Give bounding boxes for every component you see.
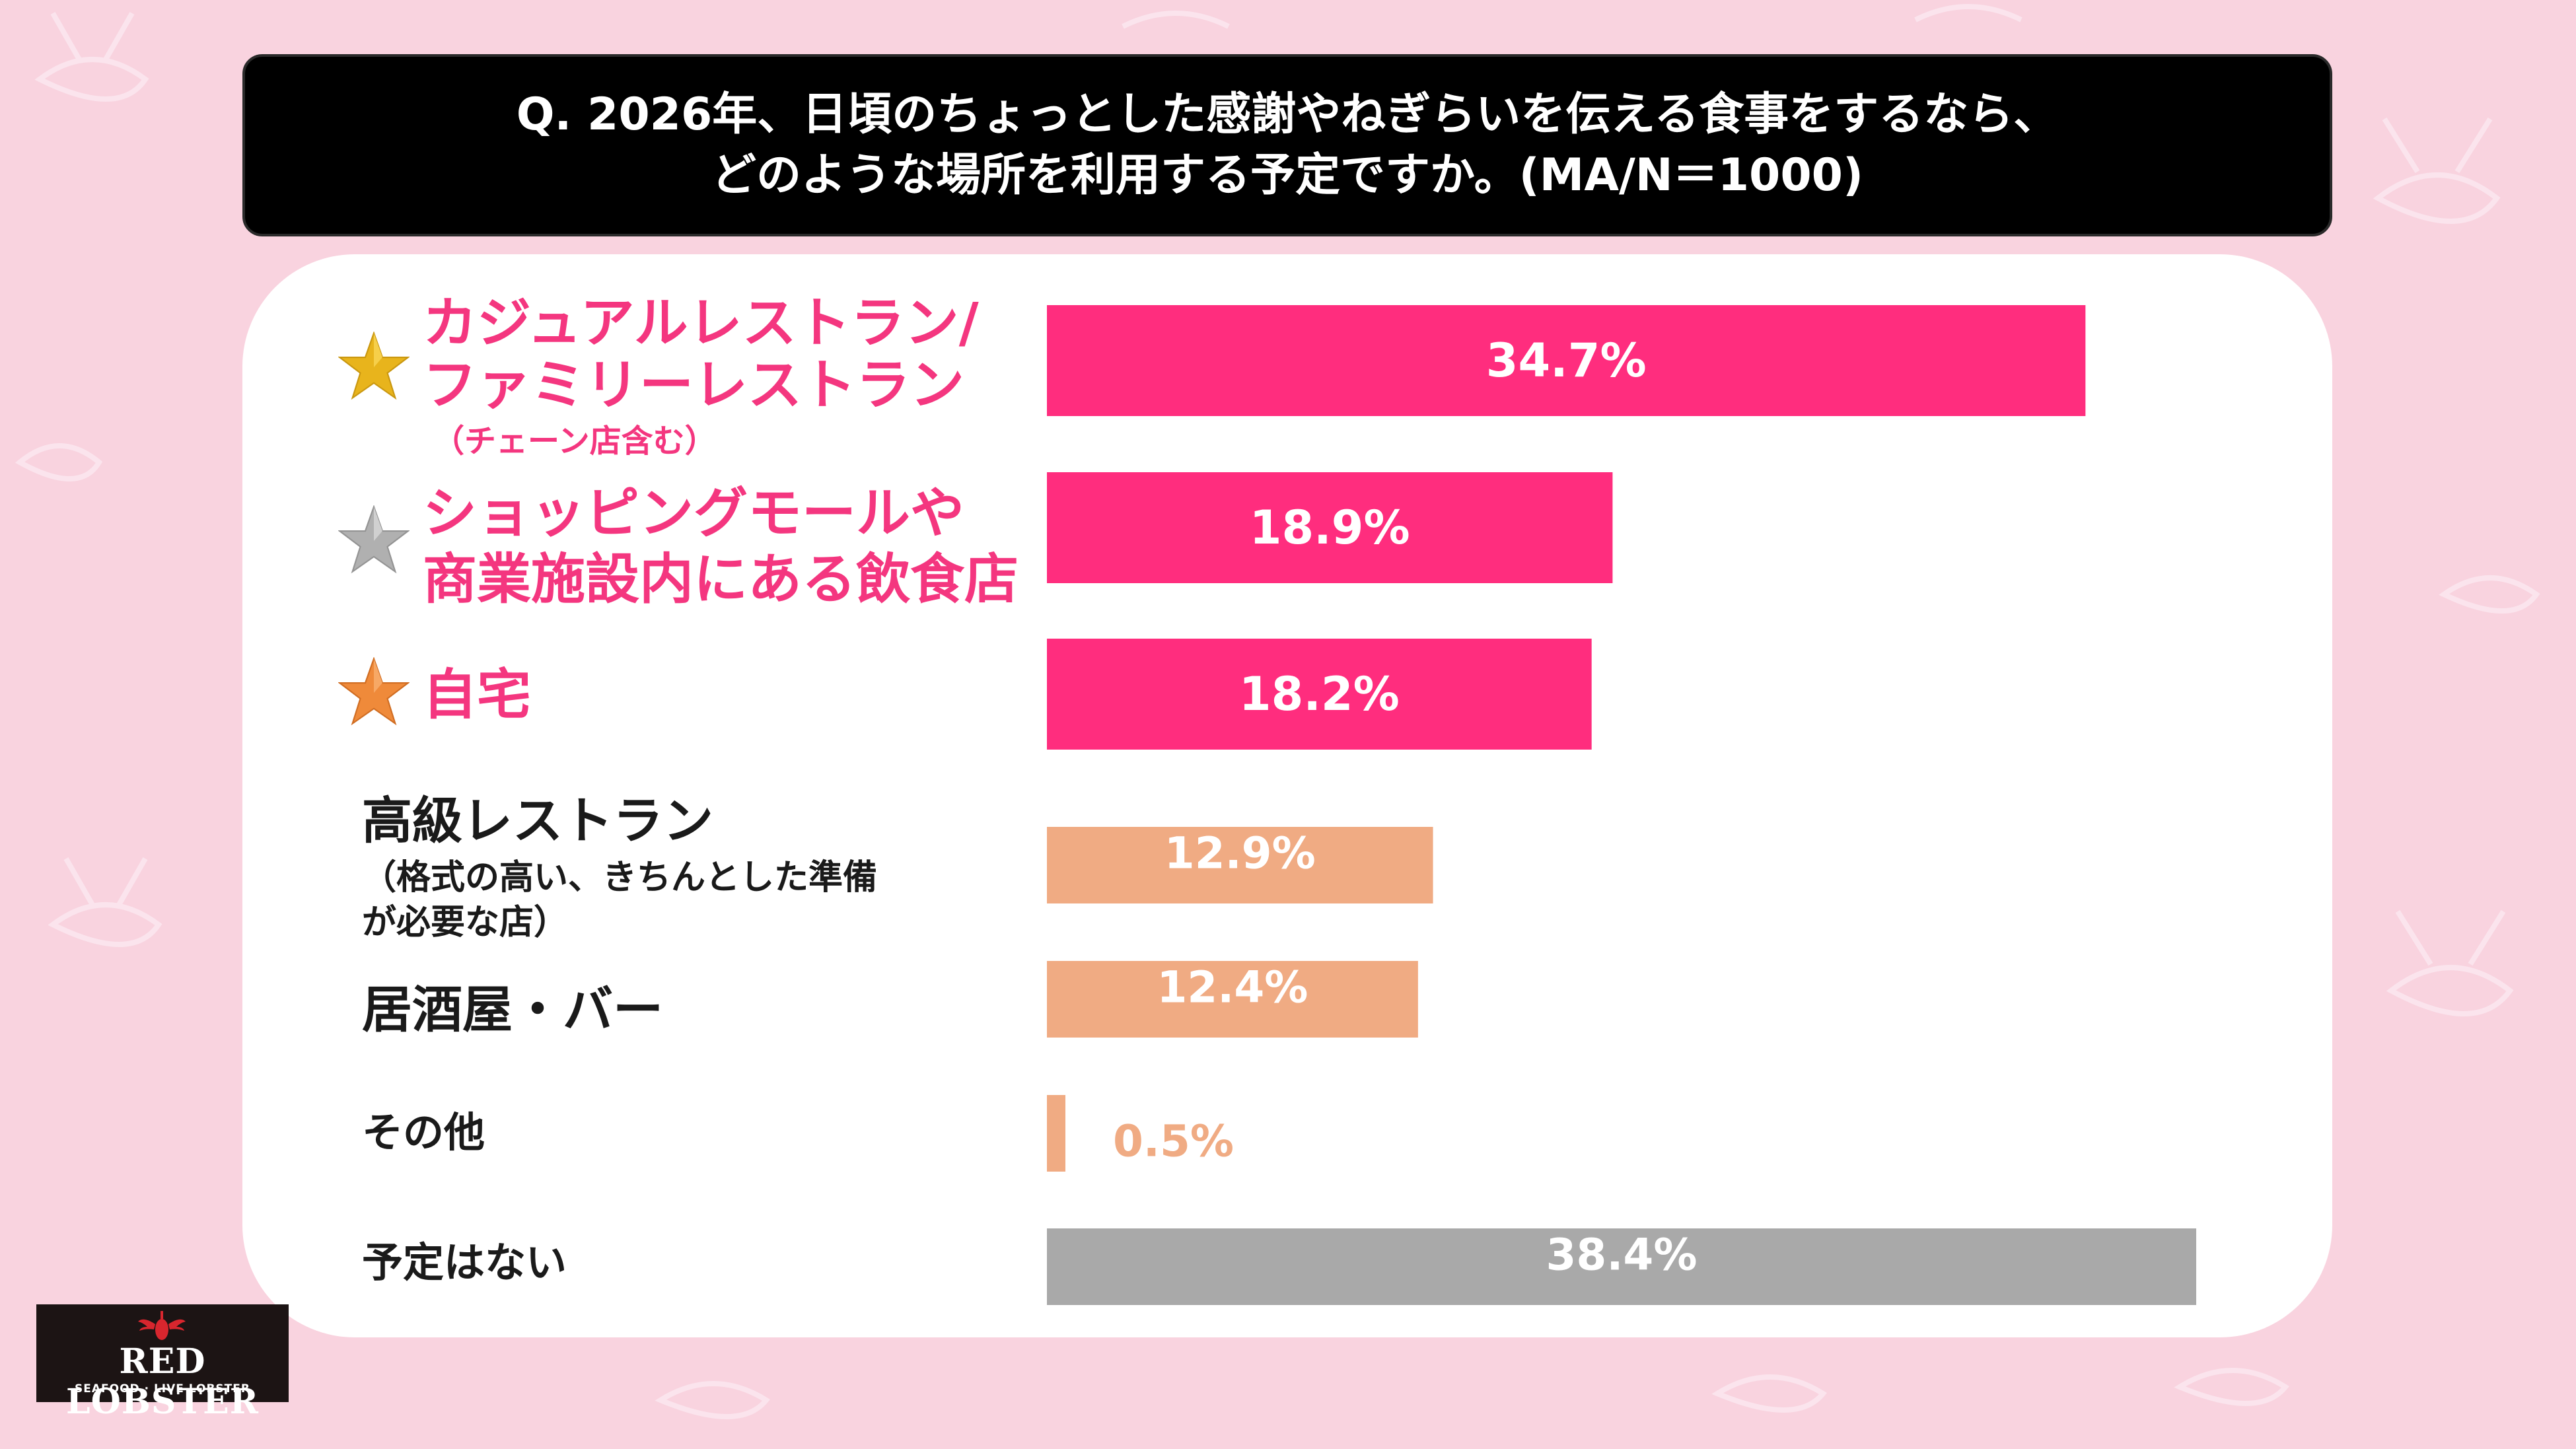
category-label-izakaya: 居酒屋・バー	[362, 980, 663, 1039]
bar-no-plan	[1047, 1228, 2196, 1305]
bar-other	[1047, 1095, 1065, 1172]
category-label-no-plan: 予定はない	[362, 1238, 567, 1287]
data-label-other: 0.5%	[1113, 1116, 1234, 1167]
category-label-casual-line2: ファミリーレストラン	[423, 354, 965, 417]
category-label-mall-line1: ショッピングモールや	[423, 482, 965, 545]
data-label-mall: 18.9%	[1250, 501, 1410, 555]
question-banner: Q. 2026年、日頃のちょっとした感謝やねぎらいを伝える食事をするなら、 どの…	[242, 54, 2332, 236]
category-label-fine-dining: 高級レストラン	[362, 791, 713, 850]
chart-panel	[242, 254, 2332, 1337]
data-label-izakaya: 12.4%	[1157, 962, 1308, 1013]
category-sublabel-fine-dining-2: が必要な店）	[362, 903, 569, 942]
bar-fine-dining	[1047, 827, 1433, 903]
category-label-home: 自宅	[423, 664, 532, 726]
data-label-no-plan: 38.4%	[1546, 1230, 1698, 1281]
logo-tagline: SEAFOOD · LIVE LOBSTER	[75, 1382, 250, 1396]
data-label-fine-dining: 12.9%	[1164, 828, 1316, 879]
data-label-home: 18.2%	[1239, 667, 1400, 721]
question-line-1: Q. 2026年、日頃のちょっとした感謝やねぎらいを伝える食事をするなら、	[516, 88, 2059, 141]
lobster-icon	[138, 1311, 186, 1340]
category-label-other: その他	[362, 1108, 485, 1156]
category-label-mall-line2: 商業施設内にある飲食店	[423, 548, 1019, 611]
red-lobster-logo: RED LOBSTER SEAFOOD · LIVE LOBSTER	[36, 1304, 289, 1422]
gold-star-icon	[338, 332, 410, 400]
category-sublabel-casual: （チェーン店含む）	[433, 423, 717, 460]
bar-mall	[1047, 472, 1613, 583]
bronze-star-icon	[338, 657, 410, 726]
question-line-2: どのような場所を利用する予定ですか。(MA/N＝1000)	[711, 149, 1864, 201]
bar-home	[1047, 639, 1592, 750]
silver-star-icon	[338, 505, 410, 574]
bar-izakaya	[1047, 961, 1418, 1038]
data-label-casual: 34.7%	[1486, 334, 1647, 388]
bar-casual	[1047, 305, 2086, 416]
category-label-casual-line1: カジュアルレストラン/	[423, 292, 979, 355]
logo-name: RED LOBSTER	[66, 1341, 259, 1422]
category-sublabel-fine-dining-1: （格式の高い、きちんとした準備	[362, 858, 878, 898]
